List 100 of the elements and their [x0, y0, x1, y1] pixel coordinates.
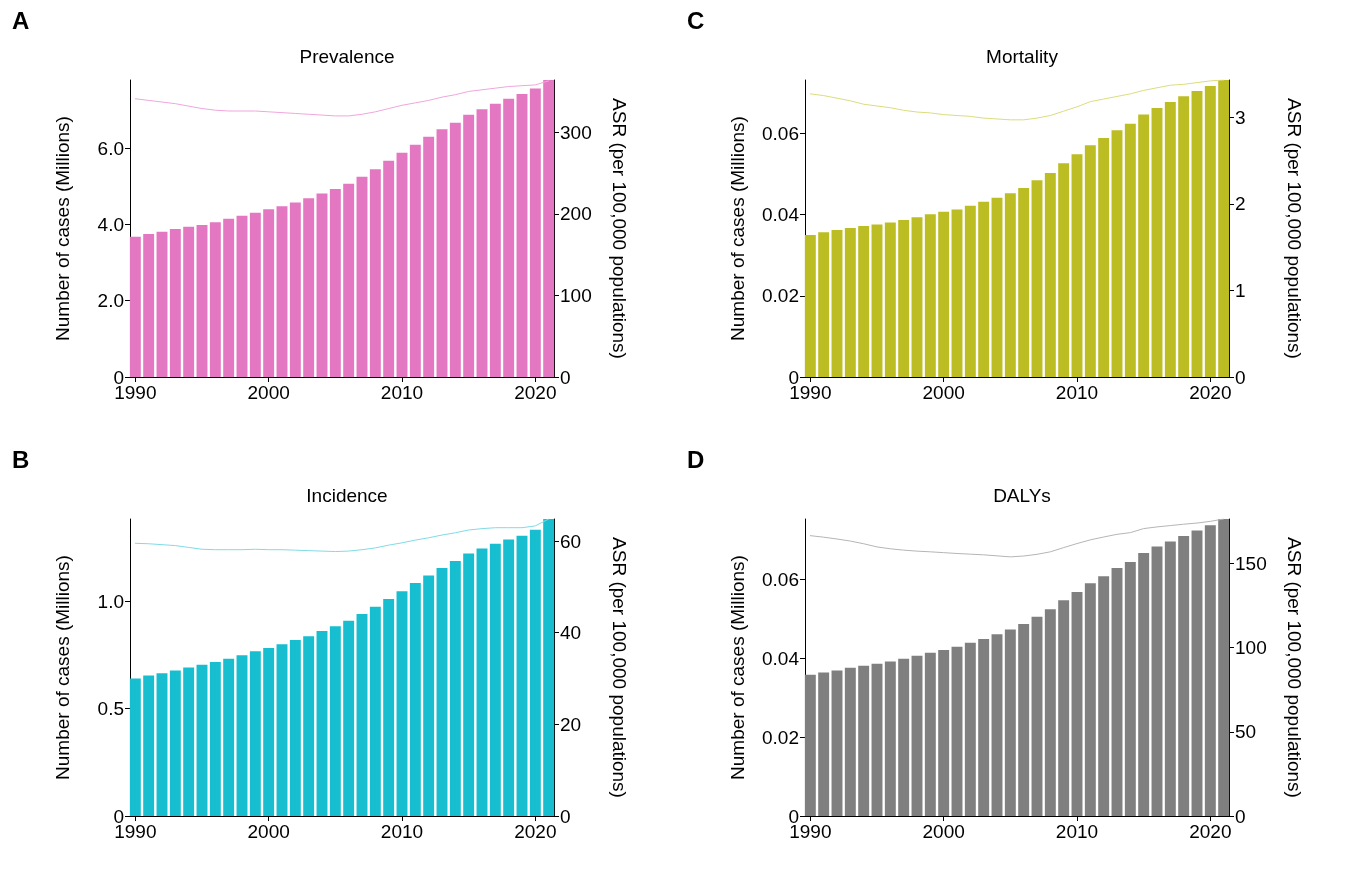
y2-tick-label: 3	[1235, 106, 1246, 128]
bar	[1044, 609, 1056, 816]
bar	[356, 613, 368, 816]
bar	[329, 189, 341, 377]
y2-tick-label: 1	[1235, 279, 1246, 301]
bar	[529, 88, 541, 377]
bar	[489, 103, 501, 377]
bar	[1031, 616, 1043, 816]
bar	[1124, 561, 1136, 816]
text: D	[687, 445, 705, 473]
bar	[1204, 525, 1216, 816]
bar	[329, 626, 341, 816]
bar	[818, 232, 830, 377]
bar	[209, 222, 221, 377]
text: C	[687, 6, 705, 34]
bar	[1071, 591, 1083, 816]
bar	[1151, 546, 1163, 816]
bar	[423, 136, 435, 377]
y2-tick-label: 100	[1235, 637, 1267, 659]
bar	[978, 201, 990, 377]
y2-axis-title: ASR (per 100,000 populations)	[1284, 537, 1305, 798]
bar	[409, 583, 421, 816]
line-series	[134, 80, 550, 117]
bar	[316, 193, 328, 377]
bar	[1151, 108, 1163, 377]
bar	[1138, 552, 1150, 816]
bar	[503, 98, 515, 377]
y2-tick-label: 200	[560, 203, 592, 225]
bar	[236, 655, 248, 816]
chart-title: Incidence	[306, 485, 388, 506]
bar	[938, 649, 950, 816]
y2-axis-title: ASR (per 100,000 populations)	[609, 537, 630, 798]
bar	[263, 209, 275, 377]
x-tick-label: 2020	[1189, 382, 1232, 403]
bar	[343, 620, 355, 816]
bar	[396, 591, 408, 816]
bar	[383, 598, 395, 816]
bar	[898, 219, 910, 377]
bar	[316, 631, 328, 816]
bar	[223, 218, 235, 377]
bar	[223, 658, 235, 816]
bar	[871, 663, 883, 816]
bar	[143, 675, 155, 816]
bar	[964, 205, 976, 377]
bar	[951, 646, 963, 816]
bar	[436, 129, 448, 377]
bar	[396, 152, 408, 377]
bar	[436, 567, 448, 816]
bar	[924, 214, 936, 377]
bar	[884, 222, 896, 377]
bar	[1191, 90, 1203, 377]
y2-tick-label: 0	[560, 366, 571, 388]
bar	[369, 606, 381, 816]
bar	[1191, 530, 1203, 816]
bar	[209, 662, 221, 816]
bar	[858, 665, 870, 816]
y-tick-label: 0.04	[762, 647, 800, 669]
bar	[529, 529, 541, 816]
bar	[503, 539, 515, 816]
bar	[449, 561, 461, 816]
bar	[516, 94, 528, 377]
y2-tick-label: 20	[560, 713, 582, 735]
chart-title: Mortality	[986, 46, 1059, 67]
bar	[409, 144, 421, 377]
y2-tick-label: 300	[560, 121, 592, 143]
bar	[169, 670, 181, 816]
bar	[289, 640, 301, 816]
bar	[476, 109, 488, 377]
bar	[196, 664, 208, 816]
bar	[964, 642, 976, 816]
bar	[1018, 623, 1030, 816]
bar	[303, 198, 315, 377]
bar	[858, 226, 870, 377]
x-tick-label: 2000	[247, 382, 290, 403]
bar	[249, 651, 261, 816]
bar	[924, 652, 936, 816]
y2-tick-label: 0	[560, 805, 571, 827]
bar	[1084, 583, 1096, 816]
bar	[129, 236, 141, 377]
chart-title: Prevalence	[299, 46, 395, 67]
bar	[156, 673, 168, 816]
bar	[196, 224, 208, 377]
bar	[463, 553, 475, 816]
bar	[383, 160, 395, 377]
y-axis-title: Number of cases (Millions)	[52, 116, 73, 341]
bar	[1178, 96, 1190, 377]
bar	[463, 114, 475, 377]
y-tick-label: 0.04	[762, 204, 800, 226]
bar	[476, 548, 488, 816]
bar	[871, 224, 883, 377]
bar	[1098, 138, 1110, 377]
bar	[183, 667, 195, 816]
bar	[818, 672, 830, 816]
bar	[831, 670, 843, 816]
bar	[423, 575, 435, 816]
line-series	[809, 79, 1225, 121]
line-series	[134, 518, 550, 553]
bar	[263, 648, 275, 816]
bar	[1031, 180, 1043, 377]
bar	[1004, 193, 1016, 377]
